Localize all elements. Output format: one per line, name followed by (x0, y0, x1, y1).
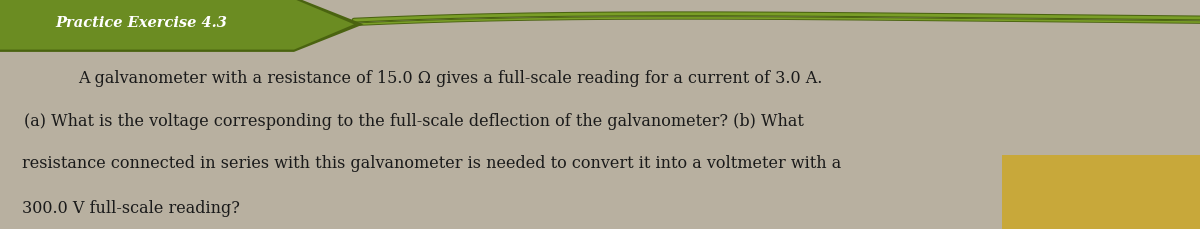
Text: Practice Exercise 4.3: Practice Exercise 4.3 (55, 16, 228, 30)
Text: resistance connected in series with this galvanometer is needed to convert it in: resistance connected in series with this… (22, 155, 841, 172)
Text: (a) What is the voltage corresponding to the full-scale deflection of the galvan: (a) What is the voltage corresponding to… (24, 112, 804, 129)
Polygon shape (0, 0, 364, 53)
Text: A galvanometer with a resistance of 15.0 Ω gives a full-scale reading for a curr: A galvanometer with a resistance of 15.0… (78, 70, 822, 87)
FancyBboxPatch shape (1002, 156, 1200, 229)
Polygon shape (0, 0, 354, 50)
Text: 300.0 V full-scale reading?: 300.0 V full-scale reading? (22, 199, 240, 216)
